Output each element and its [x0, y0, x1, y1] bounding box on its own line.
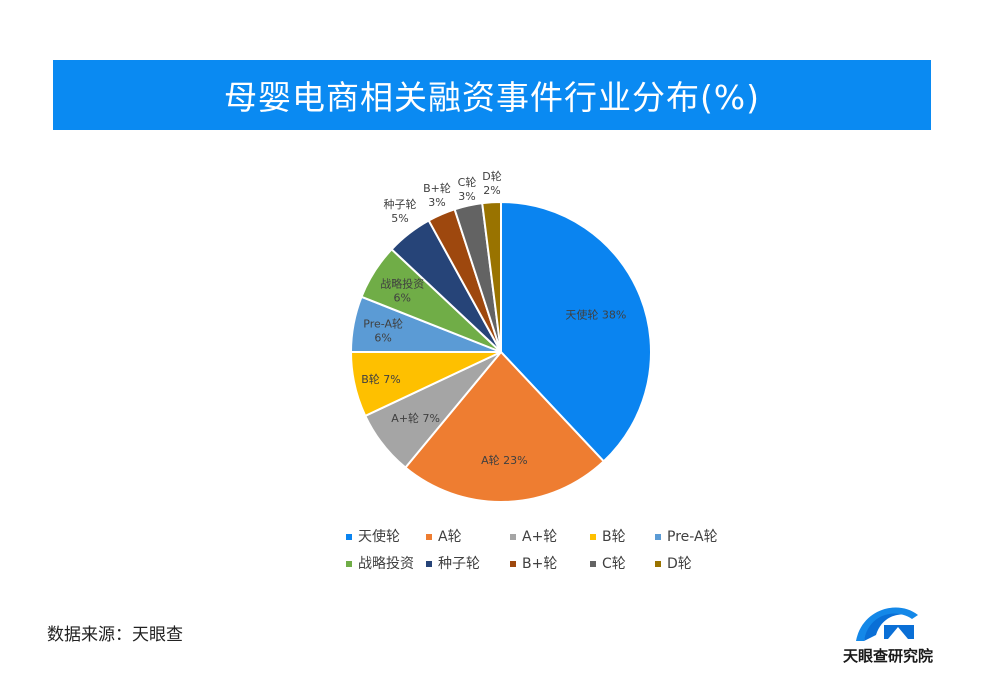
legend-label-7: B+轮	[522, 556, 557, 572]
data-label-2: A+轮 7%	[391, 411, 440, 425]
legend-label-9: D轮	[667, 556, 692, 572]
brand-name: 天眼查研究院	[842, 647, 933, 665]
data-label-1: A轮 23%	[481, 453, 527, 467]
data-label-3: B轮 7%	[361, 372, 401, 386]
title-banner: 母婴电商相关融资事件行业分布(%)	[53, 60, 931, 130]
slice-a-1	[403, 350, 606, 503]
legend-label-6: 种子轮	[438, 556, 480, 572]
legend-swatch-0	[346, 534, 352, 540]
pie-slices	[349, 200, 652, 503]
legend-label-1: A轮	[438, 529, 462, 545]
legend-swatch-8	[590, 561, 596, 567]
data-label-9: D轮 2%	[482, 169, 501, 197]
slice-d-9	[481, 200, 502, 353]
legend-swatch-3	[590, 534, 596, 540]
legend-swatch-4	[655, 534, 661, 540]
data-label-4: Pre-A轮 6%	[363, 317, 403, 345]
legend-label-5: 战略投资	[358, 556, 414, 572]
tianyancha-logo-icon	[856, 607, 918, 641]
data-labels: 天使轮 38% A轮 23% A+轮 7% B轮 7% Pre-A轮 6% 战略投资 6% 种子…	[361, 169, 626, 467]
slice-item-0	[500, 200, 652, 463]
source-note: 数据来源：天眼查	[47, 625, 183, 645]
brand-logo: 天眼查研究院	[832, 595, 944, 665]
data-label-5: 战略投资 6%	[380, 276, 424, 304]
legend-label-3: B轮	[602, 529, 626, 545]
legend-swatch-9	[655, 561, 661, 567]
legend-label-2: A+轮	[522, 529, 557, 545]
legend-label-8: C轮	[602, 556, 626, 572]
legend-swatch-2	[510, 534, 516, 540]
legend-label-0: 天使轮	[358, 528, 400, 545]
chart-title: 母婴电商相关融资事件行业分布(%)	[223, 78, 761, 117]
legend-swatch-1	[426, 534, 432, 540]
legend-swatch-5	[346, 561, 352, 567]
data-label-7: B+轮 3%	[423, 181, 451, 209]
data-label-0: 天使轮 38%	[565, 307, 626, 321]
legend-label-4: Pre-A轮	[667, 529, 718, 545]
legend-swatch-7	[510, 561, 516, 567]
data-label-8: C轮 3%	[458, 175, 477, 203]
data-label-6: 种子轮 5%	[384, 197, 417, 225]
legend-swatch-6	[426, 561, 432, 567]
